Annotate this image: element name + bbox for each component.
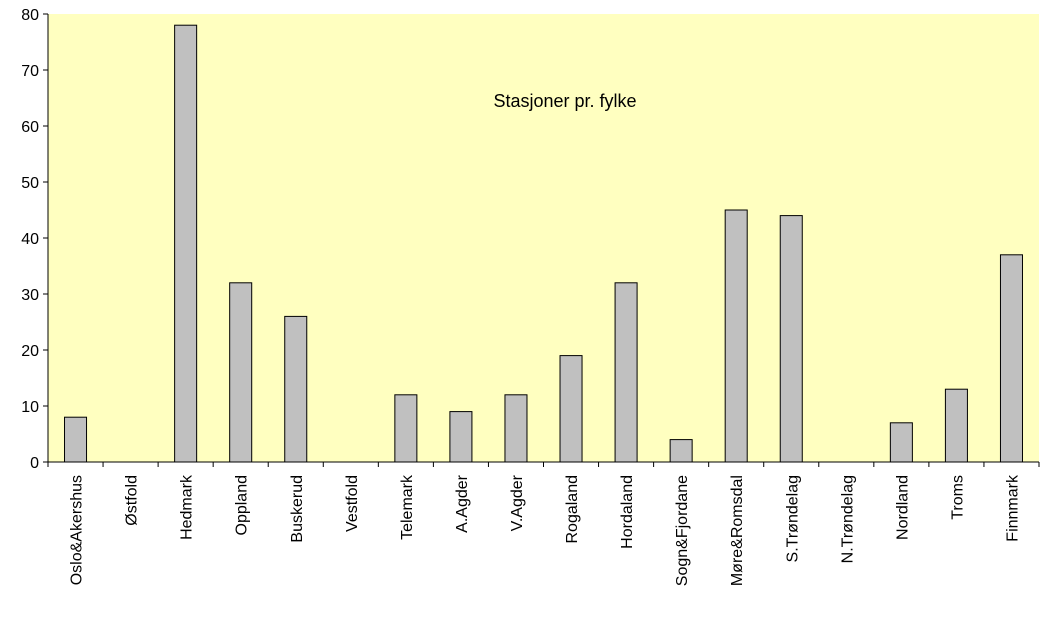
x-tick-label: Finnmark bbox=[1004, 474, 1021, 542]
x-tick-label: Hedmark bbox=[179, 474, 196, 540]
y-tick-label: 80 bbox=[21, 7, 39, 24]
bar bbox=[449, 411, 473, 463]
bar bbox=[504, 394, 528, 463]
x-tick-label: Telemark bbox=[399, 474, 416, 540]
bar bbox=[944, 388, 968, 463]
y-axis: 0 10 20 30 40 50 60 70 80 bbox=[21, 7, 48, 472]
x-tick-label: Hordaland bbox=[619, 475, 636, 549]
y-tick-label: 40 bbox=[21, 231, 39, 248]
y-tick-label: 50 bbox=[21, 175, 39, 192]
y-tick-label: 10 bbox=[21, 399, 39, 416]
bar bbox=[779, 215, 803, 463]
x-tick-label: Buskerud bbox=[289, 475, 306, 543]
x-axis bbox=[47, 462, 1040, 467]
bar bbox=[174, 24, 198, 463]
x-tick-label: Oppland bbox=[234, 475, 251, 536]
bar bbox=[724, 209, 748, 463]
x-tick-label: S.Trøndelag bbox=[784, 475, 801, 562]
bar bbox=[559, 355, 583, 463]
x-tick-label: N.Trøndelag bbox=[839, 475, 856, 563]
bar bbox=[284, 315, 308, 463]
bar bbox=[64, 416, 88, 463]
bar bbox=[229, 282, 253, 463]
chart-title: Stasjoner pr. fylke bbox=[493, 91, 636, 111]
x-tick-label: Østfold bbox=[124, 475, 141, 526]
x-tick-label: Troms bbox=[949, 475, 966, 520]
y-tick-label: 70 bbox=[21, 63, 39, 80]
x-tick-label: Rogaland bbox=[564, 475, 581, 544]
x-tick-label: Møre&Romsdal bbox=[729, 475, 746, 586]
x-tick-label: Nordland bbox=[894, 475, 911, 540]
x-axis-labels: Oslo&Akershus Østfold Hedmark Oppland Busker… bbox=[69, 474, 1022, 586]
y-tick-label: 30 bbox=[21, 287, 39, 304]
bar bbox=[614, 282, 638, 463]
x-tick-label: A.Agder bbox=[454, 474, 471, 532]
x-tick-label: Oslo&Akershus bbox=[69, 475, 86, 585]
x-tick-label: Sogn&Fjordane bbox=[674, 475, 691, 586]
x-tick-label: Vestfold bbox=[344, 475, 361, 532]
bar-series bbox=[64, 24, 1023, 463]
plot-area bbox=[48, 14, 1039, 462]
y-tick-label: 20 bbox=[21, 343, 39, 360]
bar bbox=[999, 254, 1023, 463]
bar bbox=[889, 422, 913, 463]
y-tick-label: 60 bbox=[21, 119, 39, 136]
bar bbox=[394, 394, 418, 463]
bar bbox=[669, 439, 693, 463]
y-tick-label: 0 bbox=[30, 455, 39, 472]
x-tick-label: V.Agder bbox=[509, 474, 526, 531]
